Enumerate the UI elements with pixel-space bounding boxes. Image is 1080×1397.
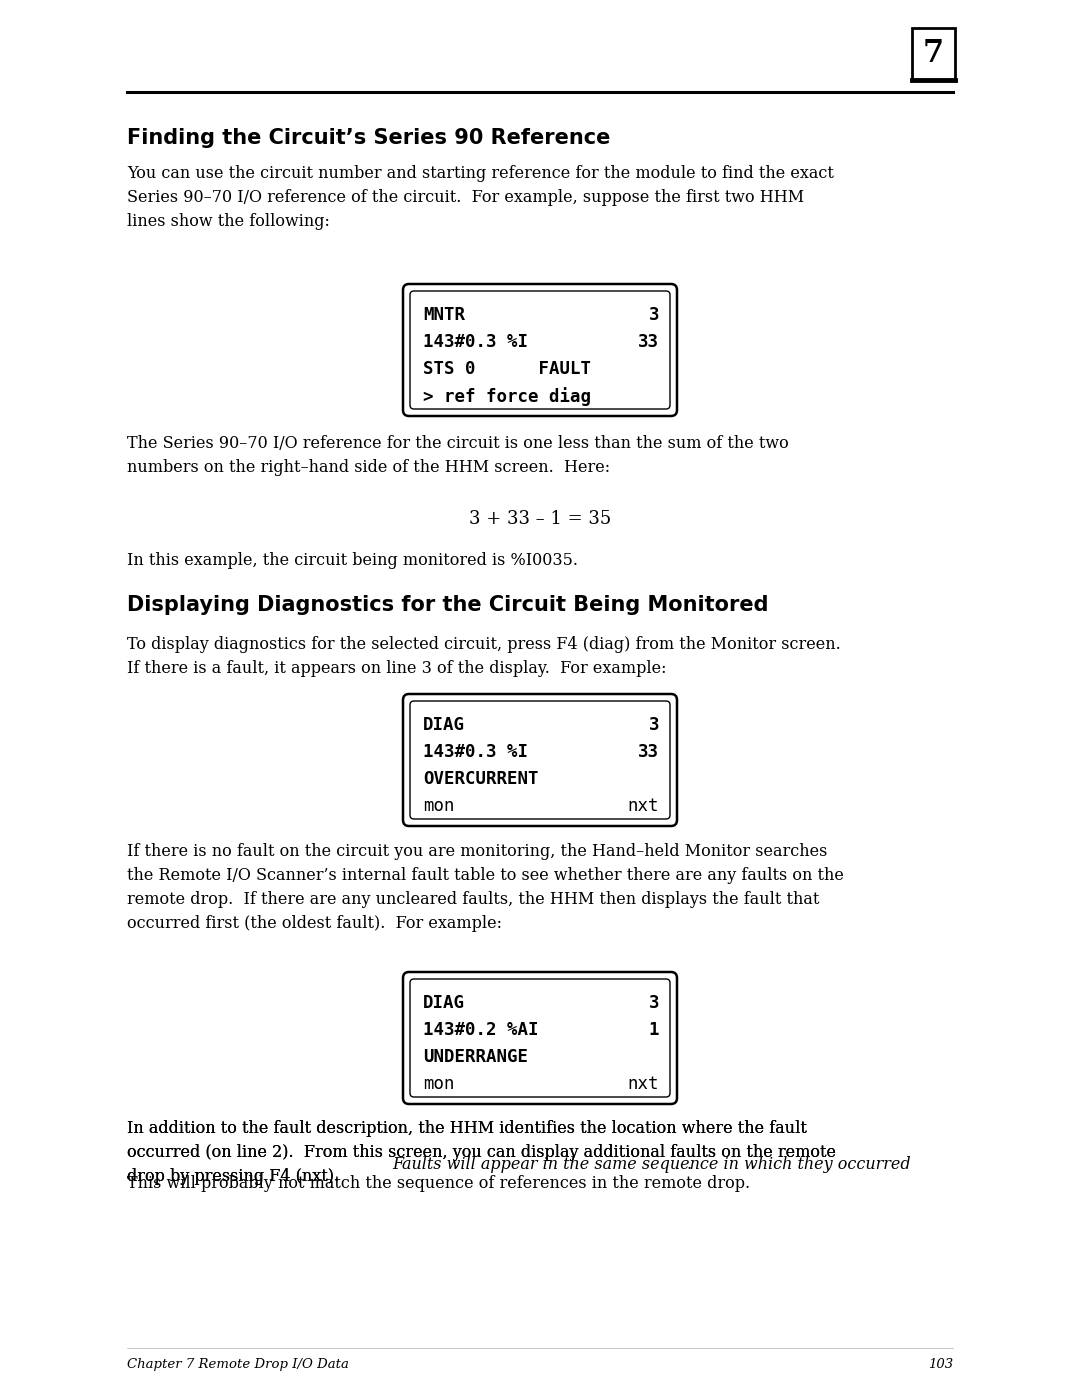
Text: Displaying Diagnostics for the Circuit Being Monitored: Displaying Diagnostics for the Circuit B…	[127, 595, 769, 615]
Text: Chapter 7 Remote Drop I/O Data: Chapter 7 Remote Drop I/O Data	[127, 1358, 349, 1370]
Text: If there is no fault on the circuit you are monitoring, the Hand–held Monitor se: If there is no fault on the circuit you …	[127, 842, 843, 932]
FancyBboxPatch shape	[403, 972, 677, 1104]
Text: MNTR: MNTR	[423, 306, 465, 324]
Text: nxt: nxt	[627, 798, 659, 814]
Text: 1: 1	[648, 1021, 659, 1039]
Text: STS 0      FAULT: STS 0 FAULT	[423, 360, 591, 379]
FancyBboxPatch shape	[410, 979, 670, 1097]
Text: 33: 33	[638, 332, 659, 351]
FancyBboxPatch shape	[410, 291, 670, 409]
Text: Finding the Circuit’s Series 90 Reference: Finding the Circuit’s Series 90 Referenc…	[127, 129, 610, 148]
Text: You can use the circuit number and starting reference for the module to find the: You can use the circuit number and start…	[127, 165, 834, 231]
FancyBboxPatch shape	[410, 701, 670, 819]
Text: 3: 3	[648, 306, 659, 324]
Text: 143#0.2 %AI: 143#0.2 %AI	[423, 1021, 539, 1039]
Text: In addition to the fault description, the HHM identifies the location where the : In addition to the fault description, th…	[127, 1120, 836, 1185]
Text: Faults will appear in the same sequence in which they occurred: Faults will appear in the same sequence …	[392, 1155, 910, 1173]
Text: 3: 3	[648, 717, 659, 733]
Text: In addition to the fault description, the HHM identifies the location where the : In addition to the fault description, th…	[127, 1120, 836, 1185]
Text: .: .	[687, 1155, 692, 1173]
Bar	[912, 28, 955, 80]
Text: This will probably not match the sequence of references in the remote drop.: This will probably not match the sequenc…	[127, 1175, 751, 1192]
Text: 7: 7	[923, 39, 944, 70]
Text: DIAG: DIAG	[423, 717, 465, 733]
Text: To display diagnostics for the selected circuit, press F4 (diag) from the Monito: To display diagnostics for the selected …	[127, 636, 840, 678]
Text: UNDERRANGE: UNDERRANGE	[423, 1048, 528, 1066]
Text: mon: mon	[423, 798, 455, 814]
Text: DIAG: DIAG	[423, 995, 465, 1011]
Text: mon: mon	[423, 1076, 455, 1092]
FancyBboxPatch shape	[403, 694, 677, 826]
Text: The Series 90–70 I/O reference for the circuit is one less than the sum of the t: The Series 90–70 I/O reference for the c…	[127, 434, 788, 476]
Text: 143#0.3 %I: 143#0.3 %I	[423, 332, 528, 351]
Text: nxt: nxt	[627, 1076, 659, 1092]
Text: 33: 33	[638, 743, 659, 761]
Text: OVERCURRENT: OVERCURRENT	[423, 770, 539, 788]
Text: 143#0.3 %I: 143#0.3 %I	[423, 743, 528, 761]
Text: > ref force diag: > ref force diag	[423, 387, 591, 407]
FancyBboxPatch shape	[403, 284, 677, 416]
Text: 103: 103	[928, 1358, 953, 1370]
Text: 3: 3	[648, 995, 659, 1011]
Text: In this example, the circuit being monitored is %I0035.: In this example, the circuit being monit…	[127, 552, 578, 569]
Text: 3 + 33 – 1 = 35: 3 + 33 – 1 = 35	[469, 510, 611, 528]
